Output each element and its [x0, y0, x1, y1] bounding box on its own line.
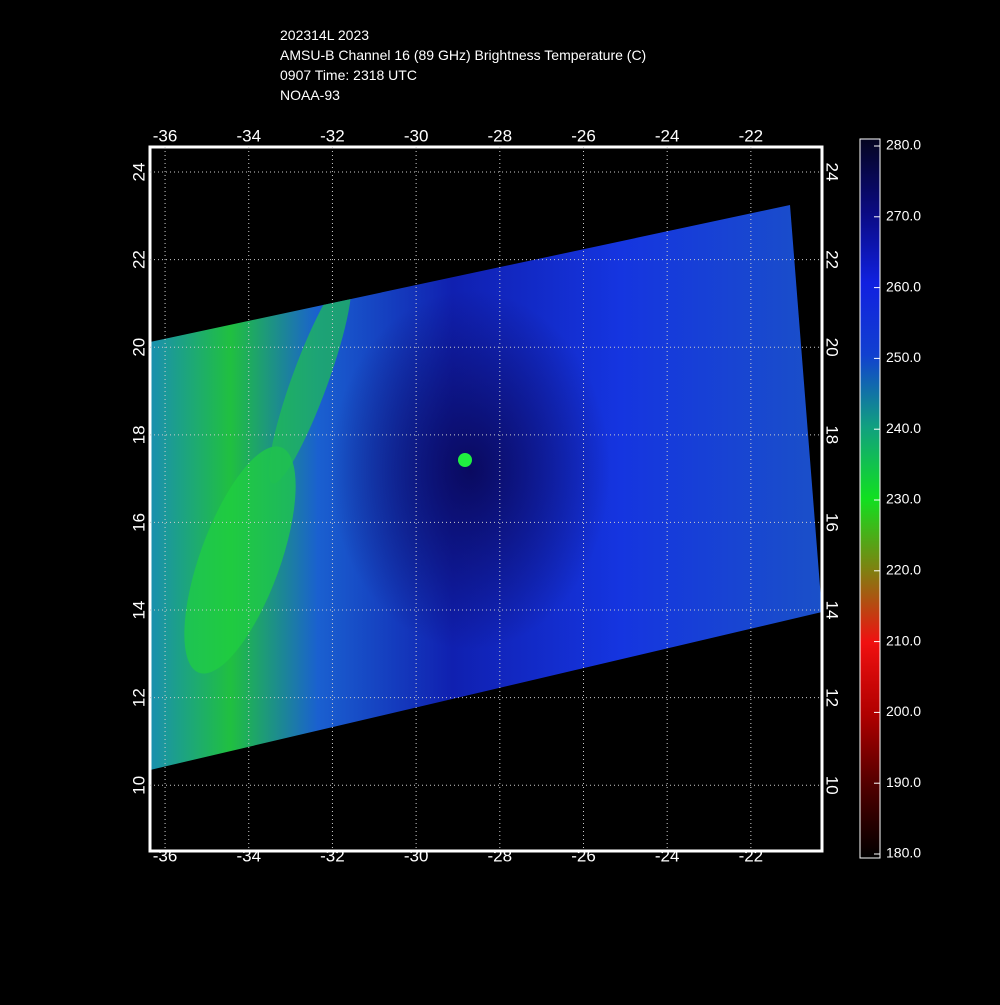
y-tick-label: 18 [823, 425, 842, 444]
colorbar-label: 240.0 [886, 420, 921, 436]
y-tick-label: 14 [129, 601, 148, 620]
x-tick-label: -26 [571, 126, 596, 145]
y-tick-label: 12 [129, 688, 148, 707]
colorbar [859, 138, 881, 859]
header-line: AMSU-B Channel 16 (89 GHz) Brightness Te… [280, 47, 646, 63]
x-tick-label: -22 [739, 846, 764, 865]
colorbar-label: 280.0 [886, 137, 921, 153]
colorbar-label: 270.0 [886, 208, 921, 224]
x-tick-label: -24 [655, 846, 680, 865]
colorbar-label: 200.0 [886, 703, 921, 719]
y-tick-label: 14 [823, 601, 842, 620]
x-tick-label: -30 [404, 846, 429, 865]
imagery [150, 205, 822, 770]
x-tick-label: -32 [320, 126, 345, 145]
header-line: 0907 Time: 2318 UTC [280, 67, 417, 83]
y-tick-label: 22 [823, 250, 842, 269]
y-tick-label: 20 [129, 338, 148, 357]
colorbar-label: 260.0 [886, 278, 921, 294]
x-tick-label: -36 [153, 846, 178, 865]
y-tick-label: 24 [823, 163, 842, 182]
x-tick-label: -30 [404, 126, 429, 145]
x-tick-label: -36 [153, 126, 178, 145]
colorbar-label: 180.0 [886, 845, 921, 861]
y-tick-label: 18 [129, 425, 148, 444]
y-tick-label: 10 [129, 776, 148, 795]
colorbar-label: 250.0 [886, 349, 921, 365]
x-tick-label: -24 [655, 126, 680, 145]
colorbar-label: 210.0 [886, 632, 921, 648]
header-line: 202314L 2023 [280, 27, 369, 43]
x-tick-label: -28 [488, 846, 513, 865]
x-tick-label: -26 [571, 846, 596, 865]
y-tick-label: 16 [129, 513, 148, 532]
colorbar-label: 220.0 [886, 562, 921, 578]
x-tick-label: -34 [236, 846, 261, 865]
header: 202314L 2023 AMSU-B Channel 16 (89 GHz) … [280, 27, 646, 103]
x-tick-label: -22 [739, 126, 764, 145]
y-tick-label: 24 [129, 163, 148, 182]
x-tick-label: -28 [488, 126, 513, 145]
x-tick-label: -34 [236, 126, 261, 145]
y-tick-label: 12 [823, 688, 842, 707]
y-tick-label: 20 [823, 338, 842, 357]
y-tick-label: 10 [823, 776, 842, 795]
y-tick-label: 22 [129, 250, 148, 269]
x-tick-label: -32 [320, 846, 345, 865]
colorbar-label: 230.0 [886, 491, 921, 507]
colorbar-label: 190.0 [886, 774, 921, 790]
y-tick-label: 16 [823, 513, 842, 532]
map-frame [148, 145, 824, 853]
header-line: NOAA-93 [280, 87, 340, 103]
